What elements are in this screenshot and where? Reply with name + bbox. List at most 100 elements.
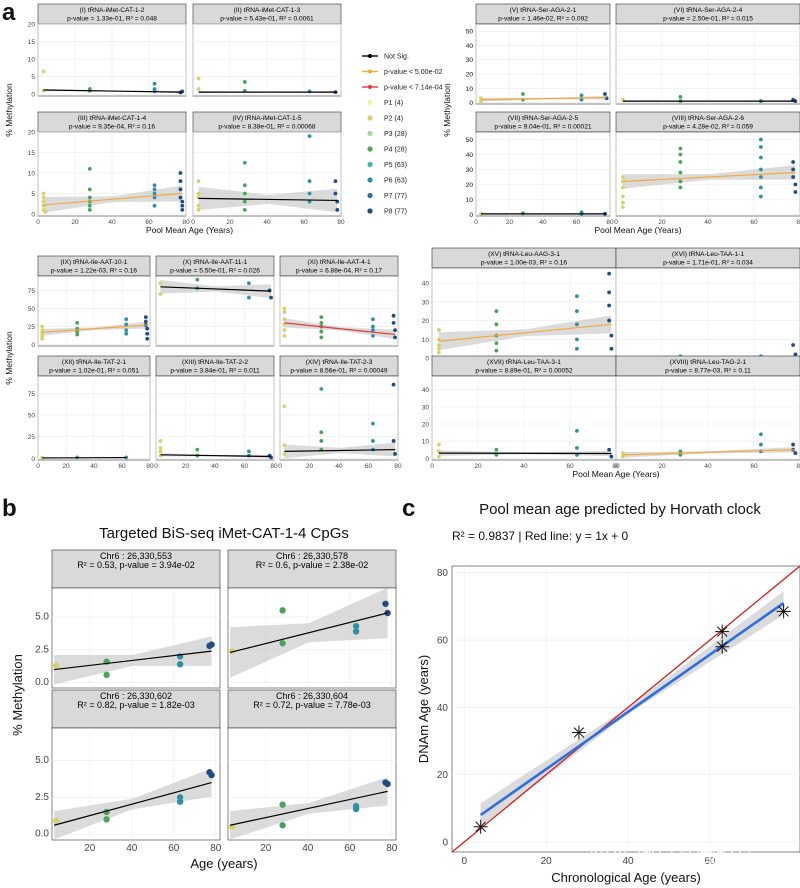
data-point xyxy=(384,780,391,788)
facet-stats: p-value = 1.46e-02, R² = 0.092 xyxy=(498,16,588,23)
data-point xyxy=(575,294,579,299)
x-tick-label: 40 xyxy=(622,856,634,867)
y-tick-label: 40 xyxy=(422,281,430,288)
data-point xyxy=(41,88,46,93)
data-point xyxy=(282,333,287,338)
x-tick-label: 40 xyxy=(704,219,712,226)
y-tick-label: 50 xyxy=(466,29,474,36)
x-tick-label: 40 xyxy=(335,463,343,470)
y-tick-label: 40 xyxy=(466,152,474,159)
data-point xyxy=(124,322,129,327)
data-point xyxy=(124,328,129,333)
facet-title: (XVII) tRNA-Leu-TAA-3-1 xyxy=(487,359,561,366)
data-point xyxy=(371,328,375,333)
data-point xyxy=(437,449,441,454)
data-point xyxy=(621,205,625,209)
facet-title: Chr6 : 26,330,553 xyxy=(100,551,172,561)
legend-entry: p-value < 7.14e-04 xyxy=(362,85,443,92)
data-point xyxy=(176,794,184,801)
x-tick-label: 80 xyxy=(337,219,345,226)
data-point xyxy=(75,329,80,334)
watermark: 知乎 @易基因科技 xyxy=(590,844,756,867)
data-point xyxy=(208,641,215,648)
data-point xyxy=(607,290,611,295)
data-point xyxy=(352,622,360,630)
data-point xyxy=(759,175,763,179)
data-point xyxy=(604,96,609,101)
y-tick-label: 10 xyxy=(466,197,474,204)
y-tick-label: 50 xyxy=(466,137,474,144)
data-point xyxy=(494,341,499,346)
data-point xyxy=(621,454,625,459)
data-point xyxy=(145,331,150,336)
x-tick-label: 60 xyxy=(118,463,126,470)
y-tick-label: 15 xyxy=(28,150,36,157)
data-point xyxy=(391,439,396,443)
data-point xyxy=(678,449,683,454)
data-point xyxy=(759,185,763,190)
data-point xyxy=(242,207,247,212)
legend-label: P1 (4) xyxy=(384,100,403,107)
x-tick-label: 20 xyxy=(658,463,666,470)
legend-entry: P3 (28) xyxy=(367,130,407,138)
data-point xyxy=(571,725,586,740)
data-point xyxy=(152,195,157,200)
x-tick-label: 60 xyxy=(344,843,356,854)
data-point xyxy=(575,346,579,351)
data-point xyxy=(494,447,499,452)
x-tick-label: 0 xyxy=(614,463,618,470)
legend-label: P4 (28) xyxy=(384,147,407,154)
x-tick-label: 80 xyxy=(796,219,800,226)
legend-entry: P1 (4) xyxy=(367,99,403,107)
data-point xyxy=(621,185,625,190)
y-tick-label: 10 xyxy=(422,337,430,344)
data-point xyxy=(176,661,184,668)
y-tick-label: 30 xyxy=(422,404,430,411)
y-tick-label: 5 xyxy=(31,74,35,81)
data-point xyxy=(43,210,48,214)
y-tick-label: 40 xyxy=(466,43,474,50)
data-point xyxy=(152,183,157,188)
data-point xyxy=(494,309,499,314)
data-point xyxy=(791,175,795,179)
legend-label: P3 (28) xyxy=(384,131,407,138)
data-point xyxy=(319,387,324,391)
facet-stats: p-value = 4.28e-02, R² = 0.059 xyxy=(663,124,753,131)
data-point xyxy=(279,607,286,614)
data-point xyxy=(759,137,763,142)
data-point xyxy=(319,315,324,320)
y-tick-label: 0 xyxy=(442,837,448,848)
fit-line xyxy=(622,449,796,456)
x-tick-label: 40 xyxy=(520,463,528,470)
data-point xyxy=(579,97,584,102)
y-tick-label: 40 xyxy=(437,703,449,714)
facet-stats: p-value = 5.50e-01, R² = 0.026 xyxy=(170,268,260,275)
facet-title: (VII) tRNA-Ser-AGA-2-5 xyxy=(508,115,579,122)
facet-title: (II) tRNA-iMet-CAT-1-3 xyxy=(234,7,301,14)
y-tick-label: 30 xyxy=(466,167,474,174)
data-point xyxy=(152,191,157,196)
facet-stats: p-value = 1.33e-01, R² = 0.048 xyxy=(67,16,157,23)
data-point xyxy=(152,81,157,86)
y-tick-label: 0 xyxy=(469,212,473,219)
data-point xyxy=(180,199,185,204)
data-point xyxy=(178,179,183,184)
legend-entry: P6 (63) xyxy=(367,177,407,185)
facet-title: (XVIII) tRNA-Leu-TAG-2-1 xyxy=(670,359,747,366)
y-tick-label: 0 xyxy=(425,356,429,363)
x-tick-label: 0 xyxy=(278,463,282,470)
chart-subtitle: R² = 0.9837 | Red line: y = 1x + 0 xyxy=(452,529,629,543)
chart-title: Pool mean age predicted by Horvath clock xyxy=(479,501,761,518)
x-tick-label: 60 xyxy=(168,843,180,854)
x-tick-label: 20 xyxy=(71,219,79,226)
y-tick-label: 2.5 xyxy=(35,644,49,655)
fit-line xyxy=(43,192,183,206)
data-point xyxy=(40,328,45,333)
y-tick-label: 25 xyxy=(28,434,36,441)
data-point xyxy=(333,191,338,196)
x-tick-label: 60 xyxy=(365,463,373,470)
data-point xyxy=(279,640,286,647)
x-tick-label: 40 xyxy=(211,463,219,470)
data-point xyxy=(196,179,201,184)
fit-line xyxy=(622,171,796,183)
